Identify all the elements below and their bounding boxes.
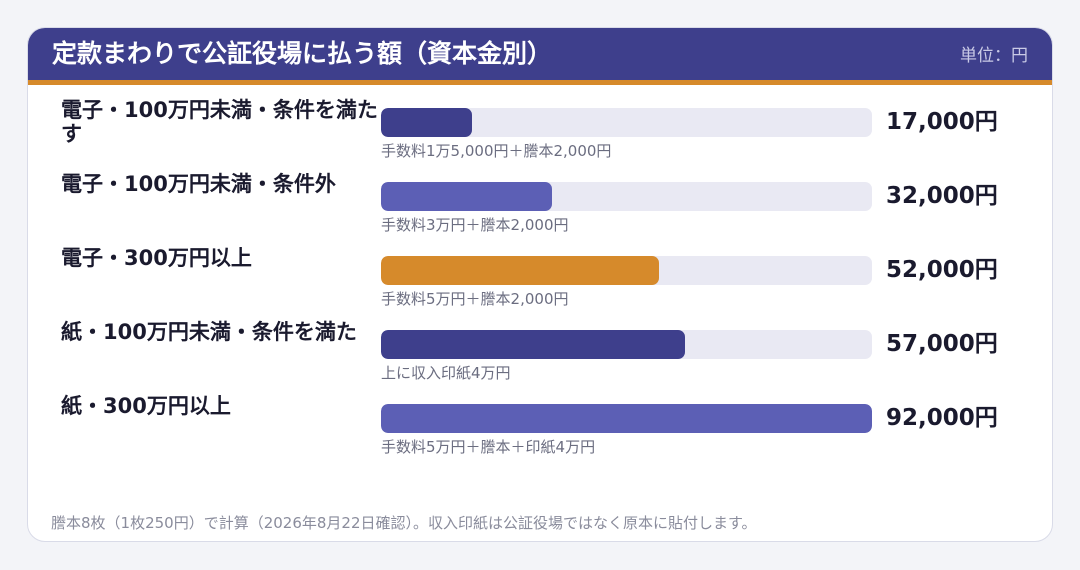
footnote: 謄本8枚（1枚250円）で計算（2026年8月22日確認）。収入印紙は公証役場で… bbox=[51, 514, 757, 532]
value-label: 17,000円 bbox=[886, 109, 998, 135]
value-label: 92,000円 bbox=[886, 405, 998, 431]
bar-track bbox=[381, 182, 872, 211]
bar bbox=[381, 256, 659, 285]
category-label: 紙・300万円以上 bbox=[61, 394, 231, 418]
chart-title: 定款まわりで公証役場に払う額（資本金別） bbox=[52, 39, 553, 68]
bar-row: 紙・100万円未満・条件を満た上に収入印紙4万円 57,000円 bbox=[28, 320, 1052, 396]
chart-header: 定款まわりで公証役場に払う額（資本金別） 単位：円 bbox=[28, 28, 1052, 85]
value-label: 32,000円 bbox=[886, 183, 998, 209]
bar-track bbox=[381, 256, 872, 285]
bar-note: 上に収入印紙4万円 bbox=[381, 364, 511, 382]
bar-track bbox=[381, 108, 872, 137]
value-label: 52,000円 bbox=[886, 257, 998, 283]
category-label: 電子・300万円以上 bbox=[61, 246, 252, 270]
value-label: 57,000円 bbox=[886, 331, 998, 357]
bar-row: 電子・300万円以上手数料5万円＋謄本2,000円 52,000円 bbox=[28, 246, 1052, 322]
bar-track bbox=[381, 330, 872, 359]
bar-note: 手数料5万円＋謄本2,000円 bbox=[381, 290, 569, 308]
bar-note: 手数料1万5,000円＋謄本2,000円 bbox=[381, 142, 612, 160]
bar bbox=[381, 404, 872, 433]
category-label: 紙・100万円未満・条件を満た bbox=[61, 320, 357, 344]
bar bbox=[381, 330, 685, 359]
chart-card: 定款まわりで公証役場に払う額（資本金別） 単位：円 電子・100万円未満・条件を… bbox=[27, 27, 1053, 542]
category-label: 電子・100万円未満・条件を満たす bbox=[61, 98, 378, 146]
bar bbox=[381, 182, 552, 211]
bar-row: 電子・100万円未満・条件外手数料3万円＋謄本2,000円 32,000円 bbox=[28, 172, 1052, 248]
bar bbox=[381, 108, 472, 137]
bar-note: 手数料3万円＋謄本2,000円 bbox=[381, 216, 569, 234]
bar-track bbox=[381, 404, 872, 433]
bar-note: 手数料5万円＋謄本＋印紙4万円 bbox=[381, 438, 596, 456]
bar-row: 電子・100万円未満・条件を満たす 手数料1万5,000円＋謄本2,000円 17,… bbox=[28, 98, 1052, 174]
bar-row: 紙・300万円以上手数料5万円＋謄本＋印紙4万円 92,000円 bbox=[28, 394, 1052, 470]
category-label: 電子・100万円未満・条件外 bbox=[61, 172, 336, 196]
unit-label: 単位：円 bbox=[960, 46, 1028, 66]
